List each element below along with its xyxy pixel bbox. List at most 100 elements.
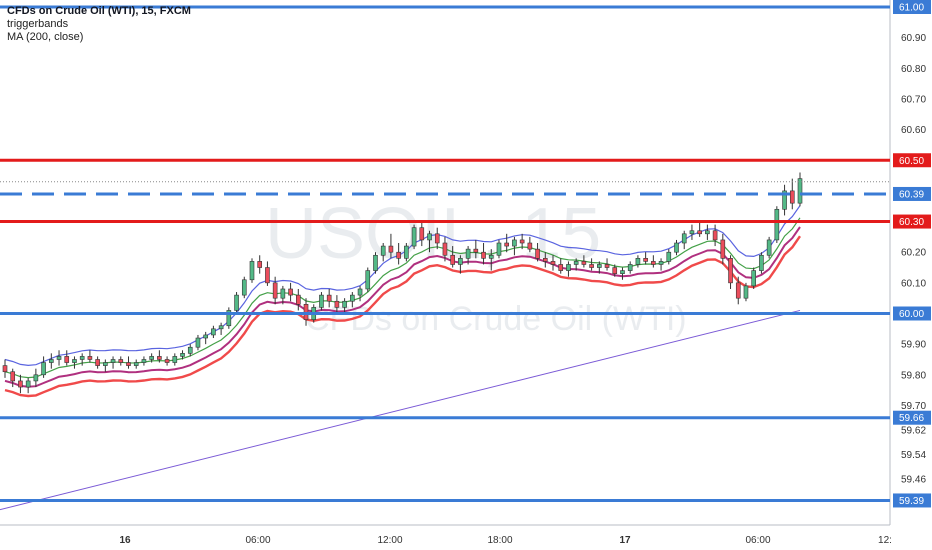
level-tag-label: 59.39 [899,496,924,507]
band-red-line [4,235,801,398]
candle-up [766,239,772,256]
candle-up [782,190,787,210]
candle-up [705,230,710,235]
candle-up [25,380,31,388]
candle-down [481,251,486,259]
candle-down [265,267,270,284]
level-tag-label: 59.66 [899,413,924,424]
candle-down [288,288,293,296]
candle-up [234,294,239,311]
candle-up [620,270,625,274]
y-tick-label: 59.80 [901,370,926,381]
candle-down [720,239,726,259]
candle-up [674,242,679,253]
candle-up [342,300,347,308]
candle-up [241,279,247,296]
candle-down [558,264,564,271]
candle-up [133,362,139,366]
level-tag-label: 61.00 [899,3,924,14]
x-tick-label: 17 [619,535,631,546]
candle-up [49,359,54,363]
ma200-line [0,309,801,511]
candle-up [597,264,602,268]
y-tick-label: 60.10 [901,278,926,289]
candle-up [635,258,641,265]
legend-triggerbands: triggerbands [7,18,69,30]
x-tick-label: 16 [119,535,131,546]
candle-up [512,239,517,247]
candle-down [87,356,93,360]
candle-up [218,325,224,330]
candle-up [689,230,695,235]
candle-up [774,208,780,241]
level-tag [893,186,931,201]
candle-up [41,362,46,376]
band-magenta-line [4,226,801,388]
y-tick-label: 60.60 [901,125,926,136]
candle-up [488,254,494,259]
candle-up [751,270,756,287]
x-tick-label: 06:00 [745,535,770,546]
watermark-name: CFDs on Crude Oil (WTI) [305,300,687,338]
candle-down [728,258,733,284]
candle-up [458,258,463,265]
candle-down [735,282,741,299]
candle-up [79,356,85,360]
candle-down [157,356,162,360]
candle-down [10,371,16,382]
y-tick-label: 59.46 [901,475,926,486]
candle-up [427,233,432,241]
candle-up [373,254,378,271]
candle-down [257,261,263,268]
candle-down [95,359,100,366]
x-tick-label: 12: [878,535,892,546]
level-tag-label: 60.39 [899,189,924,200]
level-tag-label: 60.30 [899,217,924,228]
candle-up [56,356,62,360]
candle-down [419,227,425,241]
candle-up [195,337,201,348]
y-tick-label: 60.80 [901,64,926,75]
candle-up [681,233,687,244]
candle-down [697,230,702,235]
candle-down [442,242,448,256]
candle-down [126,362,131,366]
candle-down [303,304,309,320]
level-tag-label: 60.00 [899,309,924,320]
candle-down [789,190,795,204]
candle-up [33,374,39,382]
candle-up [404,245,409,259]
candle-down [272,282,278,299]
candle-down [535,248,540,259]
chart-legend: CFDs on Crude Oil (WTI), 15, FXCM trigge… [7,5,191,44]
candle-down [542,258,548,262]
level-tag [893,153,931,168]
candle-up [566,264,571,271]
candle-up [149,356,154,360]
candle-up [211,328,216,336]
candle-up [743,285,749,299]
candle-up [797,178,803,204]
candle-up [141,359,147,363]
candle-up [465,248,471,259]
candle-up [658,261,664,265]
candle-up [187,346,193,354]
candle-down [527,242,533,250]
candle-up [380,245,386,256]
candle-up [226,310,232,327]
y-tick-label: 59.54 [901,450,926,461]
candle-down [434,233,440,244]
candle-down [643,258,648,262]
y-tick-label: 60.70 [901,94,926,105]
candle-down [326,294,332,302]
candle-up [666,251,672,262]
candle-up [249,261,255,281]
legend-title: CFDs on Crude Oil (WTI), 15, FXCM [7,5,191,17]
candle-down [473,248,479,253]
candle-up [365,270,371,290]
candle-up [203,334,208,339]
candle-down [2,365,8,373]
candle-up [350,294,355,302]
y-tick-label: 60.20 [901,248,926,259]
